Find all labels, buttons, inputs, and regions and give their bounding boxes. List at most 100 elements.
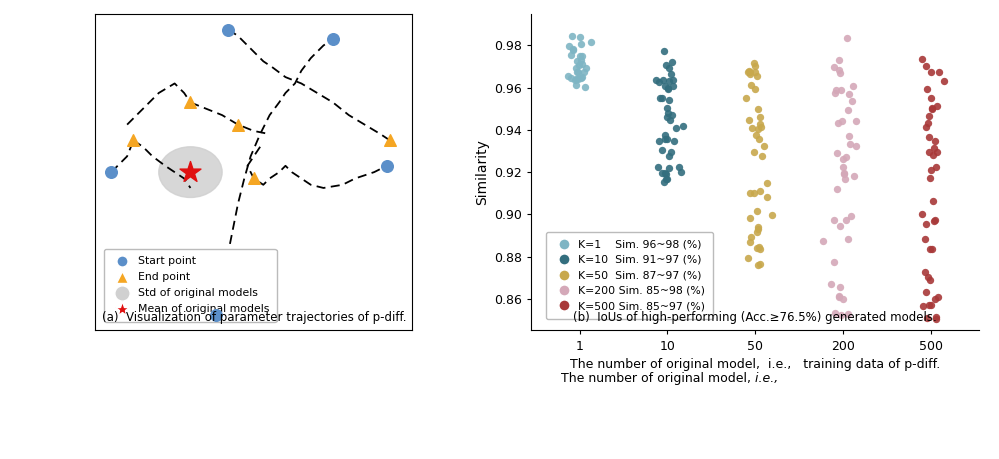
- Point: [661, 152, 677, 160]
- Point: [126, 137, 142, 144]
- Point: [569, 76, 585, 83]
- Point: [928, 313, 944, 321]
- Point: [659, 110, 675, 117]
- Point: [562, 52, 578, 59]
- Point: [569, 69, 585, 76]
- Point: [382, 137, 398, 144]
- Point: [751, 188, 767, 195]
- Point: [833, 312, 849, 319]
- Point: [568, 81, 584, 88]
- Point: [657, 169, 673, 177]
- Text: 模型和原始模型之间的最大iou。同时表示相似性。: 模型和原始模型之间的最大iou。同时表示相似性。: [12, 431, 221, 446]
- Point: [759, 179, 775, 187]
- Point: [660, 84, 676, 91]
- Point: [829, 186, 845, 193]
- Point: [652, 95, 668, 102]
- Point: [924, 245, 940, 252]
- Point: [843, 212, 859, 219]
- Point: [931, 68, 947, 76]
- Point: [927, 216, 943, 224]
- Point: [848, 118, 864, 125]
- Point: [921, 302, 937, 309]
- Point: [221, 26, 237, 34]
- Point: [564, 45, 580, 53]
- Point: [922, 174, 938, 181]
- Point: [568, 64, 584, 72]
- Point: [574, 52, 590, 60]
- Point: [742, 214, 758, 222]
- Point: [832, 284, 848, 291]
- Point: [658, 176, 674, 183]
- Point: [230, 121, 246, 128]
- Point: [659, 175, 675, 182]
- Point: [838, 153, 854, 161]
- Point: [745, 60, 761, 67]
- Point: [567, 77, 583, 84]
- Point: [922, 245, 938, 252]
- Point: [928, 163, 944, 171]
- Point: [927, 137, 943, 145]
- Point: [841, 90, 857, 98]
- Point: [183, 168, 199, 176]
- Point: [840, 133, 856, 140]
- Point: [663, 149, 679, 156]
- Point: [751, 135, 767, 142]
- Point: [568, 76, 584, 83]
- Point: [918, 289, 934, 296]
- Point: [379, 162, 395, 169]
- Point: [658, 171, 674, 178]
- Point: [662, 71, 678, 78]
- Legend: Start point, End point, Std of original models, Mean of original models: Start point, End point, Std of original …: [104, 249, 277, 322]
- Text: (a)  Visualization of parameter trajectories of p-diff.: (a) Visualization of parameter trajector…: [102, 311, 406, 324]
- X-axis label: The number of original model,  i.e.,   training data of p-diff.: The number of original model, i.e., trai…: [570, 358, 940, 371]
- Point: [572, 40, 588, 47]
- Point: [738, 94, 754, 101]
- Point: [742, 234, 758, 241]
- Point: [246, 175, 262, 182]
- Text: 图5。(a)显示了我们的方法的参数轨迹和原始模型的分布（通过t-SNE）。(b)说明了在不同的K设置下生成的: 图5。(a)显示了我们的方法的参数轨迹和原始模型的分布（通过t-SNE）。(b)…: [12, 386, 486, 400]
- Point: [748, 228, 764, 235]
- Point: [845, 83, 861, 90]
- Point: [656, 178, 672, 185]
- Point: [848, 143, 864, 150]
- Point: [572, 56, 588, 64]
- Point: [923, 166, 939, 174]
- Point: [665, 82, 681, 90]
- Point: [568, 68, 584, 76]
- Point: [830, 119, 846, 126]
- Point: [576, 83, 592, 90]
- Point: [750, 126, 766, 133]
- Point: [834, 117, 850, 124]
- Point: [925, 152, 941, 159]
- Point: [576, 68, 592, 75]
- Point: [650, 78, 666, 86]
- Point: [918, 123, 934, 131]
- Point: [923, 94, 939, 101]
- Point: [764, 211, 780, 218]
- Point: [846, 173, 862, 180]
- Point: [921, 134, 937, 141]
- Point: [742, 68, 758, 76]
- Point: [749, 244, 765, 251]
- Point: [914, 210, 930, 217]
- Point: [571, 52, 587, 60]
- Point: [656, 136, 672, 143]
- Point: [569, 57, 585, 64]
- Legend: K=1    Sim. 96~98 (%), K=10  Sim. 91~97 (%), K=50  Sim. 87~97 (%), K=200 Sim. 85: K=1 Sim. 96~98 (%), K=10 Sim. 91~97 (%),…: [545, 232, 713, 319]
- Point: [826, 258, 842, 265]
- Text: (b)  IoUs of high-performing (Acc.≥76.5%) generated models.: (b) IoUs of high-performing (Acc.≥76.5%)…: [573, 311, 937, 324]
- Point: [668, 124, 684, 132]
- Point: [647, 77, 663, 84]
- Point: [671, 163, 687, 170]
- Point: [915, 302, 931, 309]
- Ellipse shape: [159, 147, 222, 197]
- Point: [664, 112, 680, 119]
- Point: [573, 73, 589, 81]
- Point: [752, 113, 768, 121]
- Point: [673, 169, 689, 176]
- Point: [837, 175, 853, 183]
- Point: [325, 35, 341, 43]
- Point: [831, 56, 847, 64]
- Point: [838, 217, 854, 224]
- Point: [754, 152, 770, 159]
